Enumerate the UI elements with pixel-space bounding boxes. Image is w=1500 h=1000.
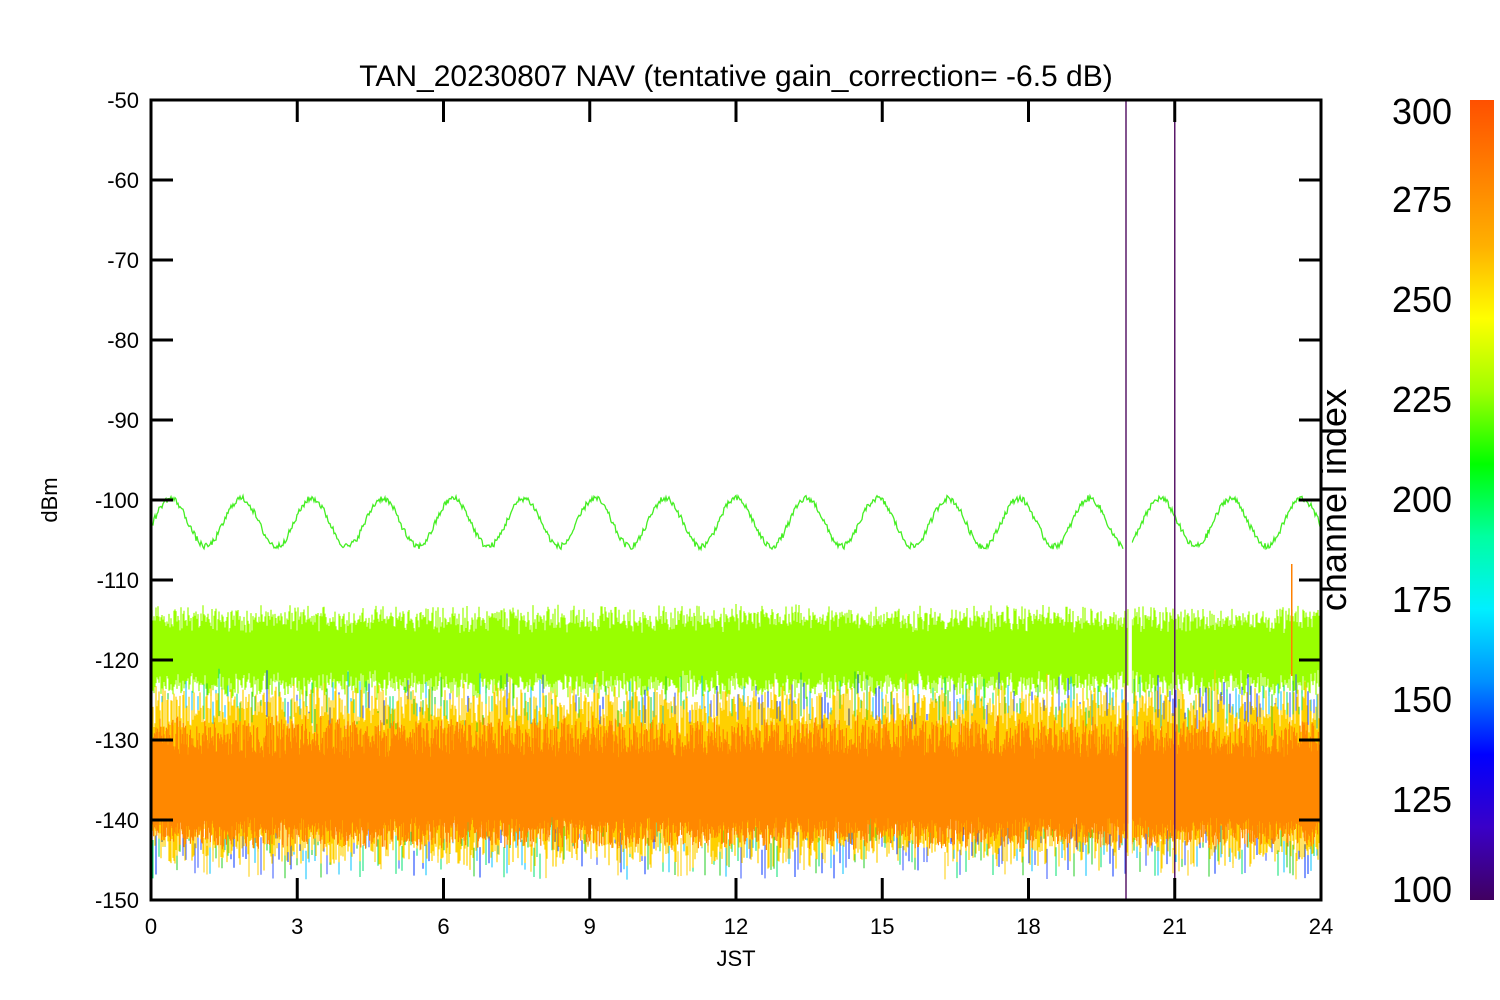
y-tick-label: -70 (107, 248, 139, 273)
colorbar-tick-label: 250 (1392, 279, 1452, 320)
chart-title: TAN_20230807 NAV (tentative gain_correct… (359, 60, 1113, 93)
x-tick-label: 12 (724, 914, 748, 939)
series-carrier-line (150, 493, 1322, 552)
colorbar-tick-label: 100 (1392, 869, 1452, 910)
y-tick-label: -100 (95, 488, 139, 513)
colorbar-tick-label: 125 (1392, 779, 1452, 820)
colorbar-tick-label: 175 (1392, 579, 1452, 620)
colorbar-tick-label: 200 (1392, 479, 1452, 520)
colorbar-tick-label: 300 (1392, 91, 1452, 132)
x-tick-label: 9 (584, 914, 596, 939)
y-tick-label: -140 (95, 808, 139, 833)
colorbar-tick-label: 225 (1392, 379, 1452, 420)
y-tick-label: -150 (95, 888, 139, 913)
x-tick-label: 3 (291, 914, 303, 939)
y-tick-label: -60 (107, 168, 139, 193)
series-band-1 (151, 604, 1320, 701)
x-tick-label: 18 (1016, 914, 1040, 939)
colorbar-tick-label: 150 (1392, 679, 1452, 720)
y-tick-label: -130 (95, 728, 139, 753)
colorbar-tick-label: 275 (1392, 179, 1452, 220)
x-tick-label: 24 (1309, 914, 1333, 939)
plot-area (150, 100, 1322, 900)
y-tick-label: -50 (107, 88, 139, 113)
x-tick-label: 15 (870, 914, 894, 939)
y-tick-label: -80 (107, 328, 139, 353)
y-tick-label: -110 (97, 568, 139, 593)
colorbar: 300 275 250 225 200 175 150 125 100 (1392, 91, 1494, 910)
y-tick-label: -120 (95, 648, 139, 673)
x-tick-label: 21 (1163, 914, 1187, 939)
data-gap (1128, 102, 1132, 898)
x-tick-label: 6 (437, 914, 449, 939)
x-tick-label: 0 (145, 914, 157, 939)
colorbar-gradient (1470, 100, 1494, 900)
colorbar-label: channel index (1313, 389, 1354, 611)
axes: 0 3 6 9 12 15 18 21 24 -50 -60 -70 -80 -90 -100 -110 -12… (95, 88, 1333, 939)
x-axis-label: JST (716, 946, 755, 971)
y-axis-label: dBm (37, 477, 62, 522)
y-tick-label: -90 (107, 408, 139, 433)
